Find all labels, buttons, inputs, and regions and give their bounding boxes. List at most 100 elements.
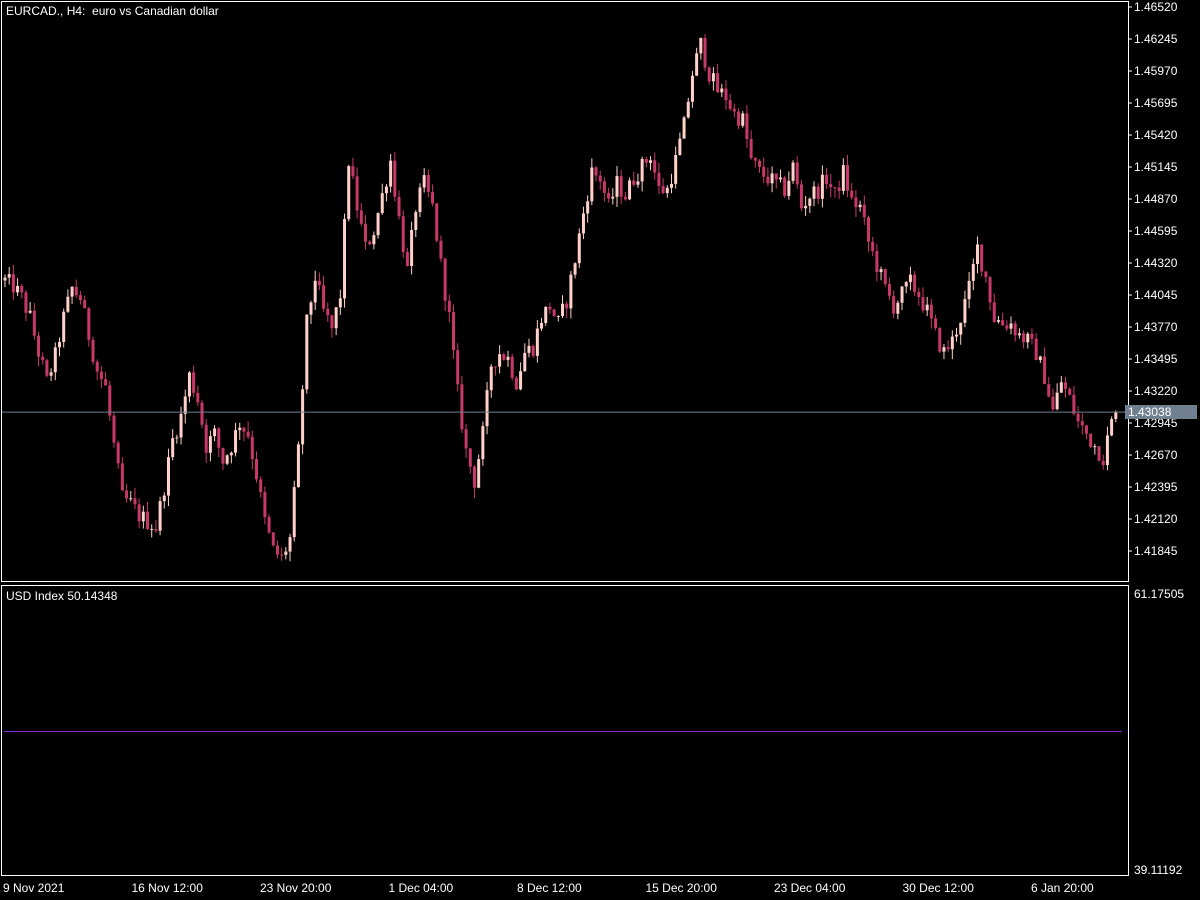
bull-candle bbox=[376, 213, 380, 236]
bear-candle bbox=[95, 361, 99, 372]
time-axis-label: 6 Jan 20:00 bbox=[1031, 881, 1094, 895]
bear-candle bbox=[745, 113, 749, 139]
bear-candle bbox=[472, 466, 476, 488]
bull-candle bbox=[1055, 392, 1059, 410]
bull-candle bbox=[682, 117, 686, 139]
bear-candle bbox=[74, 286, 78, 296]
bull-candle bbox=[1026, 333, 1030, 343]
bear-candle bbox=[749, 138, 753, 159]
bear-candle bbox=[783, 177, 787, 196]
bull-candle bbox=[284, 551, 288, 555]
bear-candle bbox=[275, 545, 279, 555]
bear-candle bbox=[439, 240, 443, 259]
bull-candle bbox=[770, 173, 774, 184]
bear-candle bbox=[426, 175, 430, 193]
price-axis-label: 1.44595 bbox=[1134, 224, 1178, 238]
bull-candle bbox=[804, 205, 808, 209]
bear-candle bbox=[883, 269, 887, 284]
price-axis-label: 1.45695 bbox=[1134, 96, 1178, 110]
bull-candle bbox=[527, 345, 531, 353]
bull-candle bbox=[1017, 333, 1021, 336]
price-axis-label: 1.44870 bbox=[1134, 192, 1178, 206]
bear-candle bbox=[1051, 396, 1055, 410]
bull-candle bbox=[586, 201, 590, 214]
bull-candle bbox=[942, 347, 946, 352]
bear-candle bbox=[829, 184, 833, 188]
bull-candle bbox=[343, 219, 347, 299]
bull-candle bbox=[636, 181, 640, 185]
bull-candle bbox=[778, 177, 782, 180]
bear-candle bbox=[917, 291, 921, 298]
indicator-name: USD Index bbox=[6, 589, 65, 603]
bear-candle bbox=[133, 498, 137, 505]
bull-candle bbox=[53, 347, 57, 373]
bull-candle bbox=[309, 302, 313, 315]
bear-candle bbox=[1034, 338, 1038, 360]
bear-candle bbox=[393, 160, 397, 197]
bull-candle bbox=[334, 307, 338, 329]
bull-candle bbox=[57, 342, 61, 348]
bear-candle bbox=[217, 428, 221, 448]
bear-candle bbox=[1076, 413, 1080, 422]
bear-candle bbox=[242, 427, 246, 432]
bear-candle bbox=[938, 327, 942, 352]
bear-candle bbox=[355, 176, 359, 211]
bear-candle bbox=[11, 274, 15, 293]
timeframe-label: H4: bbox=[66, 4, 86, 18]
bull-candle bbox=[896, 302, 900, 314]
price-axis-label: 1.43495 bbox=[1134, 352, 1178, 366]
bear-candle bbox=[246, 431, 250, 437]
bull-candle bbox=[506, 356, 510, 360]
bull-candle bbox=[175, 437, 179, 439]
bull-candle bbox=[213, 428, 217, 437]
bull-candle bbox=[422, 175, 426, 188]
candles-layer bbox=[3, 34, 1118, 562]
bear-candle bbox=[104, 379, 108, 386]
bear-candle bbox=[280, 554, 284, 556]
bear-candle bbox=[837, 187, 841, 191]
bear-candle bbox=[397, 196, 401, 217]
bull-candle bbox=[996, 320, 1000, 322]
bull-candle bbox=[690, 75, 694, 102]
price-axis-label: 1.41845 bbox=[1134, 544, 1178, 558]
bull-candle bbox=[498, 354, 502, 367]
bear-candle bbox=[992, 302, 996, 322]
bear-candle bbox=[816, 186, 820, 199]
bear-candle bbox=[20, 285, 24, 293]
bull-candle bbox=[150, 529, 154, 531]
bull-candle bbox=[678, 138, 682, 156]
bull-candle bbox=[959, 322, 963, 335]
bear-candle bbox=[405, 252, 409, 267]
bull-candle bbox=[158, 501, 162, 531]
bear-candle bbox=[137, 504, 141, 522]
bear-candle bbox=[875, 251, 879, 273]
bull-candle bbox=[70, 286, 74, 297]
bear-candle bbox=[447, 300, 451, 313]
bear-candle bbox=[24, 292, 28, 313]
bull-candle bbox=[544, 306, 548, 323]
bear-candle bbox=[460, 384, 464, 430]
main-chart-frame bbox=[1, 1, 1129, 582]
bear-candle bbox=[154, 529, 158, 531]
price-axis-label: 1.43220 bbox=[1134, 384, 1178, 398]
bear-candle bbox=[108, 385, 112, 416]
price-axis-label: 1.46520 bbox=[1134, 0, 1178, 14]
indicator-axis-top: 61.17505 bbox=[1134, 587, 1185, 601]
time-axis-label: 23 Nov 20:00 bbox=[260, 881, 332, 895]
bull-candle bbox=[820, 174, 824, 199]
bull-candle bbox=[166, 457, 170, 496]
bear-candle bbox=[192, 372, 196, 393]
bear-candle bbox=[653, 160, 657, 173]
bull-candle bbox=[288, 537, 292, 552]
bull-candle bbox=[489, 366, 493, 391]
bear-candle bbox=[112, 415, 116, 443]
bear-candle bbox=[1064, 382, 1068, 389]
bull-candle bbox=[590, 167, 594, 202]
bear-candle bbox=[514, 377, 518, 390]
bull-candle bbox=[900, 286, 904, 303]
bear-candle bbox=[921, 297, 925, 311]
bull-candle bbox=[296, 444, 300, 488]
price-axis-label: 1.42120 bbox=[1134, 512, 1178, 526]
price-axis-label: 1.44045 bbox=[1134, 288, 1178, 302]
